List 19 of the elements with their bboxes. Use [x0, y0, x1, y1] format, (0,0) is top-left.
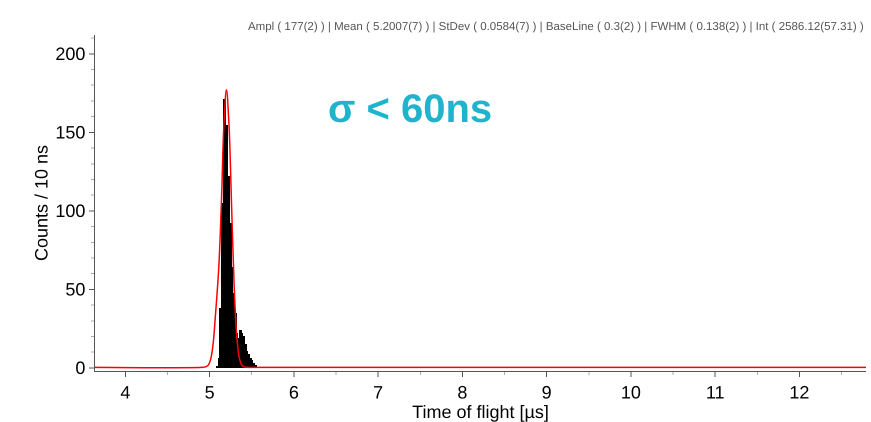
- y-tick-label: 0: [75, 358, 86, 378]
- x-tick-label: 12: [789, 382, 810, 403]
- x-tick-label: 4: [120, 382, 130, 403]
- y-axis-title: Counts / 10 ns: [32, 144, 52, 262]
- annotation: σ < 60ns: [328, 87, 492, 131]
- y-tick-label: 100: [55, 201, 86, 222]
- text: Ampl ( 177(2) ) | Mean ( 5.2007(7) ) | StDev ( 0.0584(7) ) | BaseLine ( 0.3(2) ) | FWHM ( 0.138(2) ) | Int ( 2586.12(57.31) ): [248, 21, 864, 33]
- x-axis-title: Time of flight [µs]: [412, 402, 549, 422]
- y-tick-label: 50: [65, 280, 86, 300]
- x-tick-label: 6: [288, 382, 299, 403]
- x-tick-label: 10: [620, 382, 641, 403]
- y-tick-label: 200: [55, 44, 86, 64]
- x-tick-label: 5: [204, 382, 215, 403]
- x-tick-label: 7: [373, 382, 384, 403]
- x-tick-label: 11: [706, 382, 725, 403]
- x-tick-label: 9: [542, 382, 552, 403]
- line-series: [95, 89, 866, 368]
- y-tick-label: 150: [55, 122, 86, 143]
- x-tick-label: 8: [457, 382, 468, 403]
